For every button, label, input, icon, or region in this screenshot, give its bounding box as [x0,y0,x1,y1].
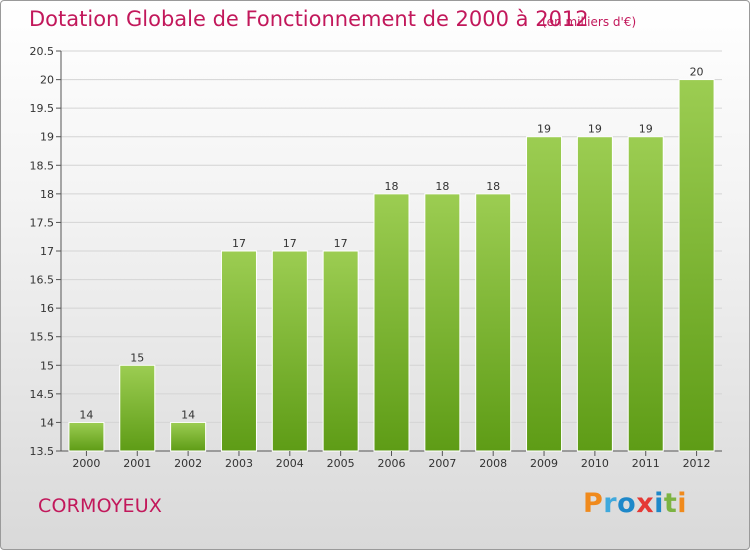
y-tick-label: 18.5 [30,159,55,172]
bar [576,136,613,452]
y-tick-label: 17 [40,245,54,258]
y-tick-label: 18 [40,188,54,201]
x-tick-label: 2000 [72,457,100,470]
bar [373,193,410,452]
y-tick-label: 13.5 [30,445,55,458]
bar-value-label: 17 [232,237,246,250]
logo-letter: r [603,488,618,519]
x-tick-label: 2011 [632,457,660,470]
y-tick-label: 17.5 [30,216,55,229]
y-tick-label: 19.5 [30,102,55,115]
y-tick-label: 16.5 [30,274,55,287]
x-tick-label: 2004 [276,457,304,470]
bar-value-label: 18 [435,180,449,193]
x-tick-label: 2001 [123,457,151,470]
chart-subtitle: (en milliers d'€) [542,15,637,29]
commune-name: CORMOYEUX [38,495,163,517]
bar [424,193,461,452]
bar-value-label: 18 [385,180,399,193]
x-tick-label: 2008 [479,457,507,470]
bar [526,136,563,452]
bar [475,193,512,452]
logo-letter: i [677,488,688,519]
logo-letter: x [636,488,655,519]
proxiti-logo[interactable]: Proxiti [583,488,687,519]
bar [170,421,207,452]
y-tick-label: 15.5 [30,331,55,344]
bar-value-label: 17 [283,237,297,250]
x-tick-label: 2002 [174,457,202,470]
x-tick-label: 2007 [428,457,456,470]
logo-letter: t [663,488,678,519]
bar [322,250,359,452]
x-tick-label: 2005 [327,457,355,470]
y-tick-label: 20.5 [30,45,55,58]
x-tick-label: 2003 [225,457,253,470]
bar-value-label: 17 [334,237,348,250]
bar-value-label: 18 [486,180,500,193]
bar-value-label: 19 [639,123,653,136]
x-tick-label: 2012 [683,457,711,470]
logo-letter: i [654,488,664,519]
bar-value-label: 15 [130,351,144,364]
y-tick-label: 20 [40,74,54,87]
bar [68,421,105,452]
bar-value-label: 14 [181,408,195,421]
y-tick-label: 14 [40,416,54,429]
logo-letter: P [583,488,604,519]
y-tick-label: 16 [40,302,54,315]
y-tick-label: 15 [40,359,54,372]
y-tick-label: 19 [40,131,54,144]
chart-title: Dotation Globale de Fonctionnement de 20… [29,7,589,31]
x-tick-label: 2010 [581,457,609,470]
x-tick-label: 2009 [530,457,558,470]
bar [119,364,156,452]
logo-letter: o [617,488,637,519]
bar-value-label: 19 [588,123,602,136]
bar [220,250,257,452]
y-tick-label: 14.5 [30,388,55,401]
bar-value-label: 19 [537,123,551,136]
bar [627,136,664,452]
x-tick-label: 2006 [378,457,406,470]
bar [271,250,308,452]
bar-value-label: 14 [79,408,93,421]
bar-value-label: 20 [690,66,704,79]
bar [678,79,715,452]
